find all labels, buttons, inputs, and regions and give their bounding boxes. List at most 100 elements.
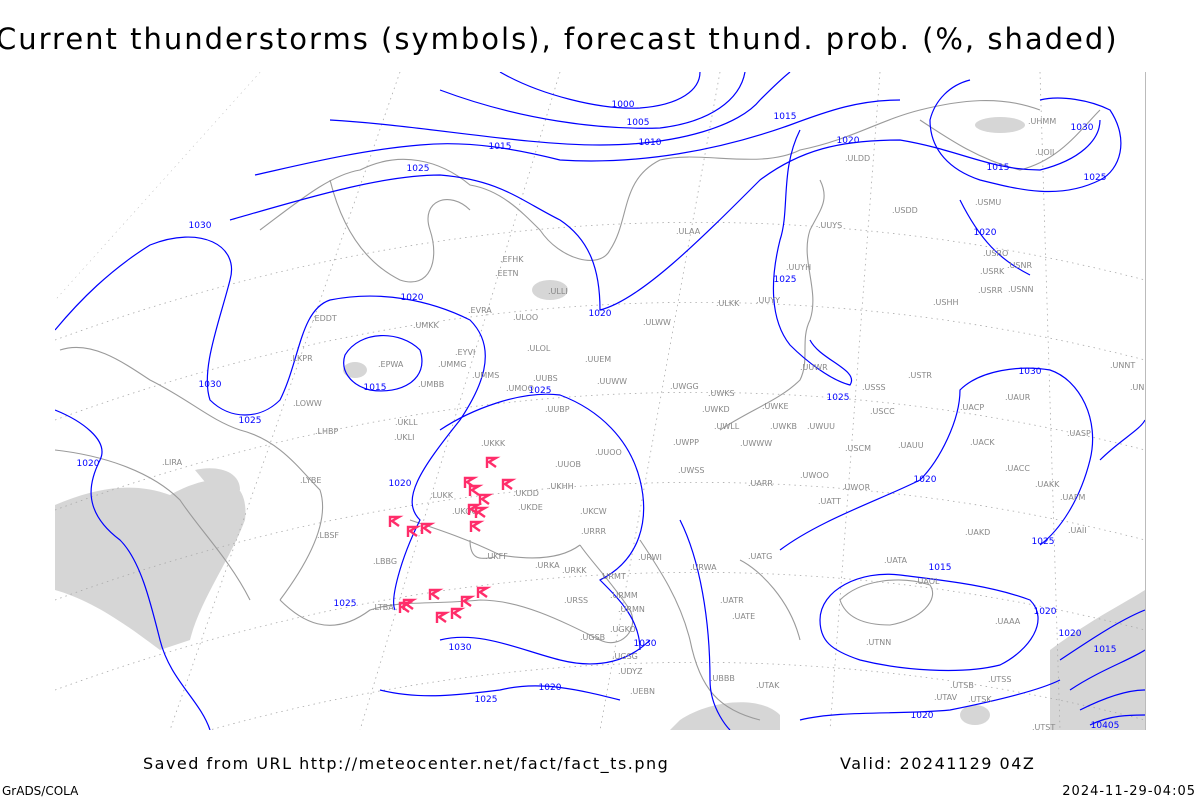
isobar-label: 1020 [589, 309, 612, 319]
station-label: .UKCW [580, 507, 607, 516]
station-label: .LBSF [317, 531, 339, 540]
station-label: .UUWW [597, 377, 627, 386]
station-label: .URMT [600, 572, 626, 581]
station-label: .UWOO [800, 471, 829, 480]
station-label: .LKPR [290, 354, 313, 363]
station-label: .UAAA [995, 617, 1021, 626]
isobar-label: 1015 [774, 112, 797, 122]
station-label: .USRO [983, 249, 1008, 258]
station-label: .UWUU [807, 422, 835, 431]
isobar-label: 10405 [1091, 721, 1120, 731]
station-label: .UTSS [988, 675, 1011, 684]
station-label: .UUOO [595, 448, 622, 457]
isobar-label: 1020 [974, 228, 997, 238]
station-label: .ULAA [676, 227, 701, 236]
isobar-label: 1020 [837, 136, 860, 146]
station-label: .EVRA [468, 306, 492, 315]
station-label: .UTST [1032, 723, 1055, 732]
valid-time-text: Valid: 20241129 04Z [840, 754, 1036, 773]
isobar-label: 1025 [774, 275, 797, 285]
station-label: .UNBB [1130, 383, 1155, 392]
station-label: .UWSS [678, 466, 704, 475]
station-label: .LOWW [293, 399, 322, 408]
station-label: .UWPP [673, 438, 699, 447]
station-label: .LIRA [162, 458, 183, 467]
station-label: .URKK [562, 566, 587, 575]
isobar-label: 1015 [929, 563, 952, 573]
isobar-label: 1030 [1071, 123, 1094, 133]
isobar-label: 1025 [1032, 537, 1055, 547]
station-label: .UACP [960, 403, 984, 412]
station-label: .UMBB [418, 380, 444, 389]
station-label: .UMOO [506, 384, 534, 393]
station-label: .UWKB [770, 422, 797, 431]
station-label: .UUEM [585, 355, 611, 364]
thunderstorm-symbols [388, 456, 517, 623]
station-label: .EYVI [455, 348, 475, 357]
station-label: .LTBA [372, 603, 394, 612]
station-label: .UNNT [1110, 361, 1135, 370]
station-label: .UWGG [670, 382, 699, 391]
station-label: .UTNN [866, 638, 891, 647]
station-label: .UUBS [533, 374, 558, 383]
station-label: .UKLI [394, 433, 414, 442]
thunderstorm-icon [469, 520, 485, 532]
thunderstorm-icon [463, 476, 479, 488]
station-label: .UTAK [756, 681, 780, 690]
thunderstorm-icon [406, 525, 422, 537]
station-label: .UGSG [612, 652, 638, 661]
thunderstorm-icon [474, 506, 490, 518]
station-label: .UUOB [555, 460, 581, 469]
isobar-label: 1030 [199, 380, 222, 390]
isobar-label: 1020 [1059, 629, 1082, 639]
thunderstorm-icon [467, 503, 483, 515]
station-label: .UTSB [950, 681, 974, 690]
station-label: .UTAV [934, 693, 958, 702]
thunderstorm-icon [450, 607, 466, 619]
station-label: .USDD [892, 206, 918, 215]
isobar-label: 1025 [1084, 173, 1107, 183]
station-label: .UKFF [485, 552, 508, 561]
station-label: .UASP [1067, 429, 1091, 438]
isobar-label: 1030 [1019, 367, 1042, 377]
station-label: .URRR [581, 527, 607, 536]
thunderstorm-icon [435, 611, 451, 623]
station-label: .ULKK [716, 299, 740, 308]
station-label: .EPWA [378, 360, 404, 369]
station-label: .UATE [732, 612, 755, 621]
station-label: .USCM [845, 444, 871, 453]
thunderstorm-icon [402, 598, 418, 610]
station-label: .UOII [1035, 148, 1054, 157]
station-label: .URMN [618, 605, 645, 614]
station-label: .UMMS [472, 371, 499, 380]
station-label: .USRK [980, 267, 1005, 276]
station-label: .URSS [564, 596, 588, 605]
thunderstorm-icon [485, 456, 501, 468]
station-label: .UWOR [842, 483, 871, 492]
station-label: .UKDD [513, 489, 539, 498]
isobar-label: 1015 [987, 163, 1010, 173]
station-label: .UMKK [413, 321, 440, 330]
station-label: .ULDD [845, 154, 870, 163]
station-label: .UAKK [1035, 480, 1060, 489]
station-label: .USMU [975, 198, 1001, 207]
thunderstorm-icon [428, 588, 444, 600]
station-label: .UKOO [452, 507, 478, 516]
station-label: .UKKK [481, 439, 506, 448]
station-label: .UUBP [545, 405, 570, 414]
station-label: .UUYS [818, 221, 842, 230]
station-label: .UAUR [1005, 393, 1031, 402]
station-label: .UTSK [968, 695, 992, 704]
station-label: .UWKE [762, 402, 789, 411]
station-label: .LYBE [300, 476, 321, 485]
isobar-label: 1000 [612, 100, 635, 110]
thunderstorm-icon [460, 595, 476, 607]
station-label: .UKDE [518, 503, 543, 512]
station-label: .UKLL [395, 418, 418, 427]
station-label: .USSS [862, 383, 886, 392]
isobar-label: 1025 [334, 599, 357, 609]
station-label: .UATG [748, 552, 772, 561]
station-label: .UDYZ [618, 667, 643, 676]
station-label: .UAII [1068, 526, 1087, 535]
